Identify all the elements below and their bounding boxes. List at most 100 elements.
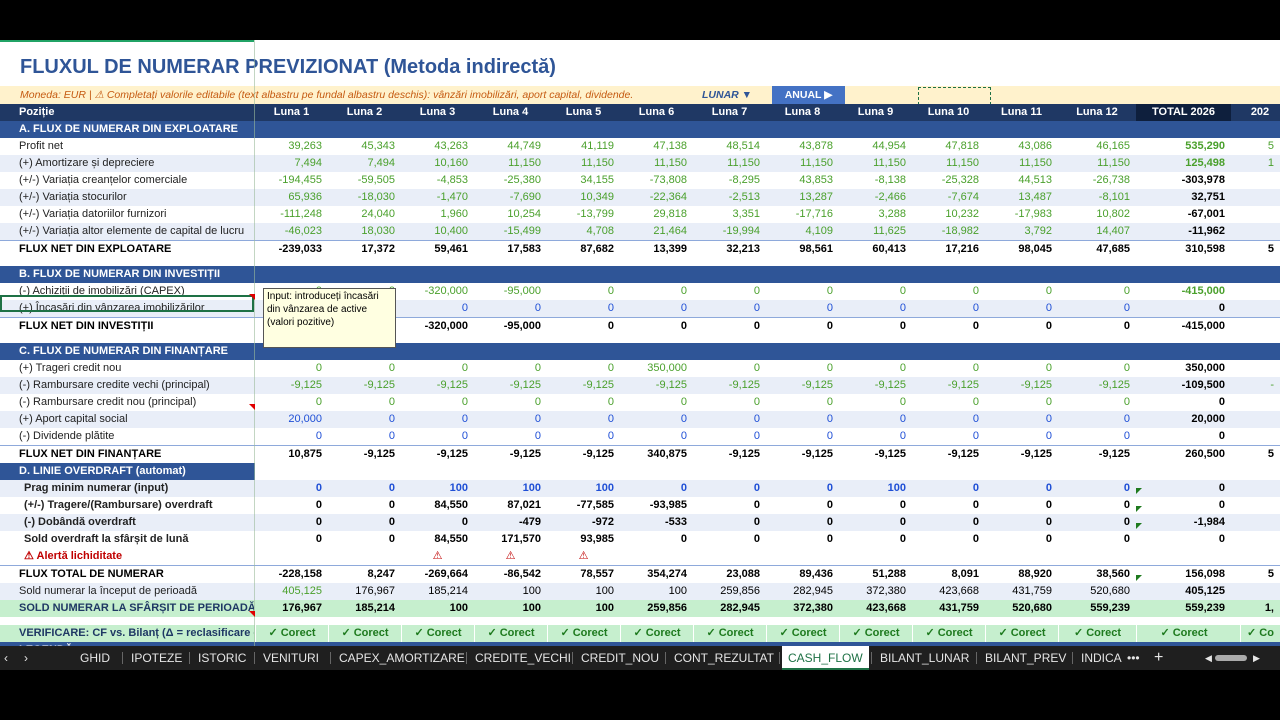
data-cell[interactable] — [766, 548, 839, 565]
data-cell[interactable]: 100 — [595, 602, 614, 614]
data-cell[interactable]: 0 — [388, 396, 395, 408]
data-cell[interactable]: 535,290 — [1185, 140, 1225, 152]
data-cell[interactable]: 156,098 — [1185, 568, 1225, 580]
data-cell[interactable]: -18,982 — [941, 225, 979, 237]
data-cell[interactable]: 282,945 — [793, 585, 833, 597]
data-cell[interactable]: 0 — [607, 285, 614, 297]
data-cell[interactable]: 0 — [680, 302, 687, 314]
data-cell[interactable]: -320,000 — [424, 285, 468, 297]
data-cell[interactable]: 1 — [1267, 157, 1274, 169]
column-header[interactable]: Luna 11 — [1001, 106, 1042, 118]
anual-toggle-button[interactable]: ANUAL ▶ — [772, 86, 845, 104]
data-cell[interactable]: 0 — [972, 413, 979, 425]
column-header[interactable]: Luna 8 — [784, 106, 821, 118]
data-cell[interactable]: 0 — [461, 396, 468, 408]
data-cell[interactable]: -93,985 — [649, 499, 687, 511]
data-cell[interactable]: 65,936 — [288, 191, 322, 203]
data-cell[interactable]: 0 — [972, 302, 979, 314]
data-cell[interactable]: -8,295 — [728, 174, 760, 186]
data-cell[interactable]: -2,513 — [728, 191, 760, 203]
data-cell[interactable]: 0 — [1123, 482, 1130, 494]
data-cell[interactable]: 38,560 — [1096, 568, 1130, 580]
data-cell[interactable]: -2,466 — [874, 191, 906, 203]
data-cell[interactable]: 423,668 — [866, 602, 906, 614]
data-cell[interactable]: -415,000 — [1181, 320, 1225, 332]
data-cell[interactable]: -22,364 — [649, 191, 687, 203]
data-cell[interactable]: -9,125 — [436, 448, 468, 460]
data-cell[interactable]: 372,380 — [793, 602, 833, 614]
data-cell[interactable] — [328, 548, 401, 565]
tab-capex-amortizare[interactable]: CAPEX_AMORTIZARE — [339, 651, 465, 665]
data-cell[interactable]: 10,254 — [507, 208, 541, 220]
data-cell[interactable]: -9,125 — [1098, 379, 1130, 391]
data-cell[interactable]: 44,513 — [1018, 174, 1052, 186]
data-cell[interactable]: -77,585 — [576, 499, 614, 511]
data-cell[interactable]: 0 — [1123, 516, 1130, 528]
data-cell[interactable]: 5 — [1267, 243, 1274, 255]
data-cell[interactable]: -95,000 — [503, 285, 541, 297]
data-cell[interactable] — [1240, 548, 1280, 565]
data-cell[interactable]: -26,738 — [1092, 174, 1130, 186]
data-cell[interactable]: 0 — [753, 285, 760, 297]
data-cell[interactable]: -9,125 — [509, 448, 541, 460]
data-cell[interactable]: 259,856 — [720, 585, 760, 597]
data-cell[interactable]: - — [1270, 379, 1274, 391]
data-cell[interactable]: ✓ Corect — [1058, 625, 1136, 642]
data-cell[interactable]: 0 — [315, 396, 322, 408]
data-cell[interactable]: 0 — [1045, 516, 1052, 528]
data-cell[interactable] — [1240, 394, 1280, 411]
row-label[interactable]: (+) Amortizare și depreciere — [19, 157, 155, 169]
data-cell[interactable]: 43,878 — [799, 140, 833, 152]
data-cell[interactable]: 0 — [1045, 413, 1052, 425]
data-cell[interactable]: 10,232 — [945, 208, 979, 220]
data-cell[interactable]: 11,150 — [1019, 157, 1052, 169]
data-cell[interactable]: 0 — [826, 516, 833, 528]
data-cell[interactable]: 43,086 — [1018, 140, 1052, 152]
data-cell[interactable]: -8,138 — [874, 174, 906, 186]
data-cell[interactable]: 0 — [534, 430, 541, 442]
data-cell[interactable]: 0 — [1218, 430, 1225, 442]
data-cell[interactable]: 93,985 — [580, 533, 614, 545]
tab-ghid[interactable]: GHID — [80, 651, 110, 665]
column-header[interactable]: Luna 4 — [492, 106, 529, 118]
data-cell[interactable]: 5 — [1267, 140, 1274, 152]
row-label[interactable]: (+/-) Variația creanțelor comerciale — [19, 174, 188, 186]
data-cell[interactable]: 0 — [1218, 482, 1225, 494]
data-cell[interactable]: 11,150 — [800, 157, 833, 169]
data-cell[interactable]: 0 — [1045, 482, 1052, 494]
data-cell[interactable]: 0 — [753, 482, 760, 494]
data-cell[interactable]: 0 — [899, 499, 906, 511]
data-cell[interactable]: 98,561 — [799, 243, 833, 255]
data-cell[interactable]: ⚠ — [505, 550, 516, 562]
data-cell[interactable]: 350,000 — [647, 362, 687, 374]
data-cell[interactable]: 0 — [753, 302, 760, 314]
data-cell[interactable]: 282,945 — [720, 602, 760, 614]
column-header[interactable]: Luna 6 — [638, 106, 675, 118]
data-cell[interactable]: 7,494 — [294, 157, 322, 169]
row-label[interactable]: D. LINIE OVERDRAFT (automat) — [19, 465, 186, 477]
data-cell[interactable] — [1240, 318, 1280, 335]
row-label[interactable]: FLUX NET DIN EXPLOATARE — [19, 243, 172, 255]
data-cell[interactable]: 0 — [680, 320, 687, 332]
data-cell[interactable]: 0 — [1218, 396, 1225, 408]
data-cell[interactable]: 1,960 — [440, 208, 468, 220]
data-cell[interactable]: 0 — [1045, 285, 1052, 297]
data-cell[interactable]: 100 — [522, 482, 541, 494]
tab-scroll-prev-button[interactable]: ‹ — [4, 651, 8, 665]
data-cell[interactable]: 0 — [826, 482, 833, 494]
data-cell[interactable]: -320,000 — [424, 320, 468, 332]
data-cell[interactable]: 559,239 — [1090, 602, 1130, 614]
data-cell[interactable]: 0 — [899, 362, 906, 374]
data-cell[interactable]: -19,994 — [722, 225, 760, 237]
data-cell[interactable]: 0 — [826, 430, 833, 442]
data-cell[interactable]: ✓ Corect — [255, 625, 328, 642]
data-cell[interactable]: 84,550 — [434, 533, 468, 545]
data-cell[interactable]: -269,664 — [424, 568, 468, 580]
data-cell[interactable]: 0 — [315, 430, 322, 442]
data-cell[interactable]: 32,213 — [726, 243, 760, 255]
data-cell[interactable]: 0 — [1218, 533, 1225, 545]
data-cell[interactable] — [693, 548, 766, 565]
data-cell[interactable]: -9,125 — [874, 448, 906, 460]
data-cell[interactable]: 3,351 — [732, 208, 760, 220]
data-cell[interactable]: 88,920 — [1018, 568, 1052, 580]
